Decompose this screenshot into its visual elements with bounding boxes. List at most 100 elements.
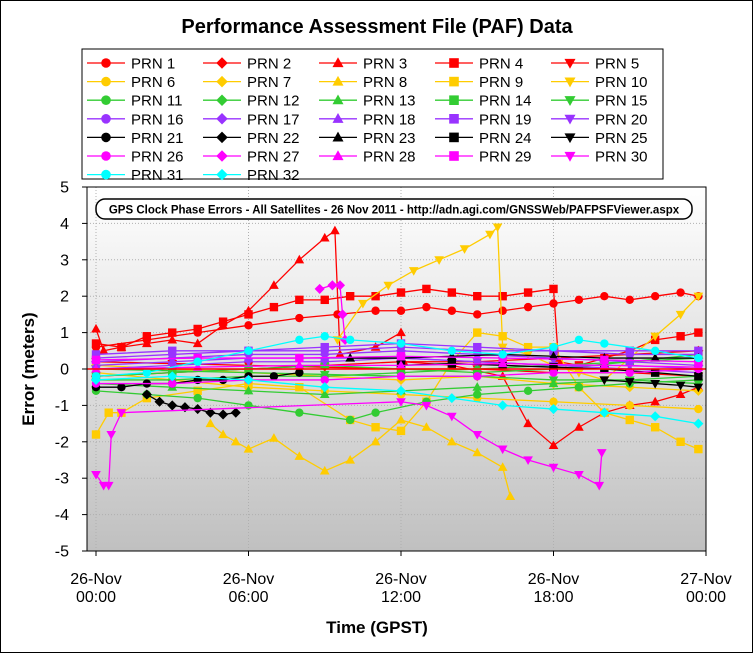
legend-item: PRN 26 — [87, 149, 184, 166]
legend-swatch-marker — [101, 169, 111, 180]
data-point — [142, 332, 152, 341]
data-point — [574, 369, 584, 378]
data-point — [473, 292, 482, 301]
data-point — [549, 299, 558, 308]
data-point — [396, 339, 406, 348]
data-point — [650, 396, 660, 406]
legend-label: PRN 4 — [479, 56, 523, 73]
data-point — [447, 306, 457, 315]
data-point — [574, 470, 584, 480]
legend-label: PRN 18 — [363, 111, 416, 128]
x-tick-label: 27-Nov — [680, 571, 732, 588]
data-point — [117, 342, 126, 352]
data-point — [193, 386, 202, 396]
data-point — [447, 288, 457, 297]
data-point — [396, 398, 406, 407]
data-point — [330, 225, 340, 235]
data-point — [625, 295, 634, 305]
legend-item: PRN 32 — [203, 167, 300, 184]
data-point — [596, 449, 607, 458]
legend-swatch-marker — [449, 151, 459, 161]
y-tick-label: -1 — [55, 398, 69, 415]
legend-item: PRN 14 — [435, 93, 532, 110]
chart-title: Performance Assessment File (PAF) Data — [181, 16, 573, 38]
data-point — [523, 288, 533, 297]
data-point — [676, 437, 685, 446]
data-point — [167, 400, 178, 411]
data-point — [103, 481, 114, 491]
data-point — [472, 430, 483, 440]
series-prn-25 — [599, 376, 704, 393]
data-point — [396, 327, 406, 337]
data-point — [193, 357, 202, 366]
data-point — [106, 430, 117, 440]
data-point — [193, 324, 202, 334]
data-point — [447, 412, 457, 422]
series-line — [350, 353, 699, 359]
legend-item: PRN 17 — [203, 111, 300, 128]
data-point — [650, 411, 661, 422]
data-point — [396, 414, 406, 424]
data-point — [694, 353, 703, 363]
legend-label: PRN 10 — [595, 74, 648, 91]
legend-item: PRN 28 — [319, 149, 416, 166]
y-tick-label: 5 — [60, 180, 69, 197]
legend-item: PRN 12 — [203, 93, 300, 110]
data-point — [334, 280, 346, 291]
data-point — [269, 433, 279, 442]
x-tick-label: 12:00 — [381, 589, 421, 606]
data-point — [205, 407, 216, 418]
data-point — [345, 335, 355, 345]
data-point — [497, 445, 508, 455]
legend-swatch-marker — [332, 150, 344, 161]
data-point — [244, 321, 253, 330]
data-point — [473, 328, 482, 337]
legend-label: PRN 3 — [363, 56, 407, 73]
data-point — [693, 418, 704, 429]
data-point — [117, 383, 126, 392]
legend-label: PRN 5 — [595, 56, 639, 73]
legend-label: PRN 20 — [595, 111, 648, 128]
data-point — [192, 338, 203, 348]
data-point — [116, 409, 127, 418]
data-point — [396, 360, 406, 369]
data-point — [599, 407, 610, 418]
data-point — [694, 346, 703, 355]
data-point — [497, 400, 508, 411]
legend-label: PRN 8 — [363, 74, 407, 91]
y-tick-label: 4 — [60, 216, 69, 233]
data-point — [371, 408, 380, 417]
data-point — [421, 422, 432, 431]
data-point — [345, 292, 355, 301]
data-point — [244, 310, 253, 319]
data-point — [371, 423, 380, 432]
series-prn-30 — [91, 398, 607, 491]
data-point — [650, 379, 660, 389]
legend-item: PRN 25 — [551, 130, 648, 147]
legend-label: PRN 11 — [131, 93, 182, 110]
y-tick-label: 0 — [60, 362, 69, 379]
legend-swatch-marker — [216, 150, 228, 162]
data-point — [320, 342, 329, 352]
data-point — [358, 299, 368, 309]
legend-item: PRN 29 — [435, 149, 532, 166]
data-point — [91, 355, 101, 365]
legend-label: PRN 31 — [131, 167, 184, 184]
data-point — [396, 288, 406, 297]
data-point — [599, 360, 610, 369]
data-point — [319, 370, 330, 380]
data-point — [371, 292, 380, 301]
data-point — [650, 353, 660, 362]
data-point — [676, 332, 685, 341]
data-point — [295, 368, 304, 377]
data-point — [574, 422, 584, 431]
data-point — [447, 436, 457, 446]
data-point — [193, 393, 202, 403]
legend-swatch-marker — [564, 133, 576, 144]
data-point — [319, 382, 330, 393]
data-point — [142, 368, 152, 377]
legend-label: PRN 21 — [131, 130, 184, 147]
data-point — [548, 351, 559, 360]
legend-item: PRN 8 — [319, 74, 407, 91]
data-point — [294, 360, 305, 369]
